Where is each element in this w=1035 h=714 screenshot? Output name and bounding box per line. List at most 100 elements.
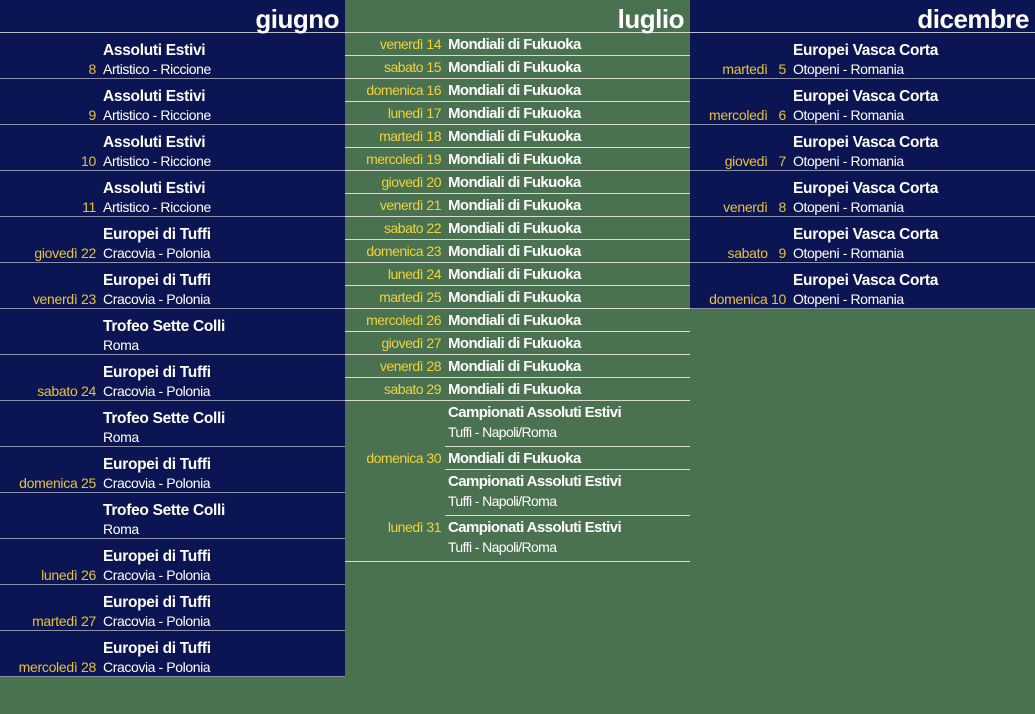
event-title: Europei Vasca Corta [793,180,939,197]
event-date: sabato 9 [727,245,787,261]
event-date: giovedì 27 [381,335,441,351]
event-date: domenica 10 [709,291,786,307]
event-location: Cracovia - Polonia [103,475,211,491]
event-date: domenica 30 [366,450,441,466]
event-location: Cracovia - Polonia [103,613,211,629]
event-date: domenica 16 [366,82,441,98]
event-title: Europei di Tuffi [103,272,211,289]
event-location: Roma [103,337,139,353]
event-row: Europei di Tuffi domenica 25 Cracovia - Po… [0,447,345,493]
event-title: Trofeo Sette Colli [103,502,226,519]
event-row: sabato 15 Mondiali di Fukuoka [345,56,690,79]
event-row: lunedì 17 Mondiali di Fukuoka [345,102,690,125]
event-date: giovedì 7 [724,153,787,169]
event-title: Europei di Tuffi [103,226,211,243]
event-row: Campionati Assoluti Estivi Tuffi - Napol… [445,470,690,516]
event-date: venerdì 14 [379,36,442,52]
event-location: Otopeni - Romania [793,291,904,307]
event-date: sabato 15 [384,59,442,75]
event-date: 10 [81,153,96,169]
event-date: lunedì 26 [41,567,96,583]
event-date: 8 [88,61,97,77]
event-location: Roma [103,429,139,445]
date-placeholder-line [75,538,100,539]
event-date: lunedì 17 [387,105,442,121]
date-placeholder-line [75,446,100,447]
day-group-lunedi-31: lunedì 31 Campionati Assoluti Estivi Tuf… [345,516,690,562]
event-row: Campionati Assoluti Estivi Tuffi - Napol… [345,516,690,562]
event-row: sabato 22 Mondiali di Fukuoka [345,217,690,240]
event-row: Europei di Tuffi venerdì 23 Cracovia - Pol… [0,263,345,309]
event-date: domenica 23 [366,243,441,259]
event-date: venerdì 21 [379,197,442,213]
event-row: Europei Vasca Corta martedì 5 Otopeni - Ro… [690,33,1035,79]
event-date: giovedì 22 [34,245,96,261]
event-location: Tuffi - Napoli/Roma [448,539,557,555]
event-location: Otopeni - Romania [793,153,904,169]
event-date: venerdì 8 [723,199,786,215]
event-location: Otopeni - Romania [793,199,904,215]
event-location: Artistico - Riccione [103,107,211,123]
day-group-domenica-30: domenica 30 Campionati Assoluti Estivi T… [345,401,690,516]
event-row: lunedì 24 Mondiali di Fukuoka [345,263,690,286]
event-title: Campionati Assoluti Estivi [448,519,622,536]
event-title: Assoluti Estivi [103,134,206,151]
event-title: Mondiali di Fukuoka [448,266,581,283]
event-date: lunedì 31 [387,519,442,535]
event-title: Europei Vasca Corta [793,134,939,151]
month-column-luglio: luglio venerdì 14 Mondiali di Fukuoka saba… [345,0,690,562]
event-title: Campionati Assoluti Estivi [448,473,622,490]
event-date: sabato 24 [37,383,96,399]
month-column-dicembre: dicembre Europei Vasca Corta martedì 5 Oto… [690,0,1035,309]
event-title: Assoluti Estivi [103,88,206,105]
event-location: Cracovia - Polonia [103,659,211,675]
event-row: Mondiali di Fukuoka [445,447,690,470]
event-date: martedì 27 [32,613,96,629]
event-row: venerdì 14 Mondiali di Fukuoka [345,33,690,56]
event-date: lunedì 24 [387,266,442,282]
event-title: Mondiali di Fukuoka [448,174,581,191]
month-title: luglio [345,0,690,34]
event-title: Mondiali di Fukuoka [448,197,581,214]
event-location: Tuffi - Napoli/Roma [448,424,557,440]
event-location: Cracovia - Polonia [103,291,211,307]
event-title: Trofeo Sette Colli [103,318,226,335]
event-date: martedì 25 [379,289,441,305]
event-title: Mondiali di Fukuoka [448,381,581,398]
event-row: Europei Vasca Corta sabato 9 Otopeni - Rom… [690,217,1035,263]
event-location: Cracovia - Polonia [103,567,211,583]
event-row: Assoluti Estivi 10 Artistico - Riccione [0,125,345,171]
event-location: Cracovia - Polonia [103,245,211,261]
event-title: Mondiali di Fukuoka [448,289,581,306]
event-date: giovedì 20 [381,174,441,190]
event-location: Artistico - Riccione [103,153,211,169]
event-location: Tuffi - Napoli/Roma [448,493,557,509]
event-row: domenica 23 Mondiali di Fukuoka [345,240,690,263]
event-row: venerdì 28 Mondiali di Fukuoka [345,355,690,378]
event-row: Europei di Tuffi lunedì 26 Cracovia - Polo… [0,539,345,585]
event-row: domenica 16 Mondiali di Fukuoka [345,79,690,102]
event-row: Europei di Tuffi sabato 24 Cracovia - Polo… [0,355,345,401]
event-title: Mondiali di Fukuoka [448,358,581,375]
event-title: Mondiali di Fukuoka [448,151,581,168]
event-date: domenica 25 [19,475,96,491]
event-row: Europei Vasca Corta giovedì 7 Otopeni - Ro… [690,125,1035,171]
event-date: mercoledì 28 [18,659,97,675]
event-row: Assoluti Estivi 8 Artistico - Riccione [0,33,345,79]
event-row: giovedì 20 Mondiali di Fukuoka [345,171,690,194]
event-row: Europei Vasca Corta venerdì 8 Otopeni - Ro… [690,171,1035,217]
event-date: sabato 29 [384,381,442,397]
event-location: Otopeni - Romania [793,61,904,77]
event-row: Trofeo Sette Colli Roma [0,309,345,355]
event-title: Assoluti Estivi [103,42,206,59]
event-title: Mondiali di Fukuoka [448,105,581,122]
event-row: Europei di Tuffi mercoledì 28 Cracovia - P… [0,631,345,677]
event-date: sabato 22 [384,220,442,236]
event-title: Europei Vasca Corta [793,272,939,289]
event-row: sabato 29 Mondiali di Fukuoka [345,378,690,401]
event-title: Mondiali di Fukuoka [448,128,581,145]
event-title: Mondiali di Fukuoka [448,36,581,53]
event-row: giovedì 27 Mondiali di Fukuoka [345,332,690,355]
event-row: Europei di Tuffi martedì 27 Cracovia - Pol… [0,585,345,631]
event-location: Artistico - Riccione [103,61,211,77]
